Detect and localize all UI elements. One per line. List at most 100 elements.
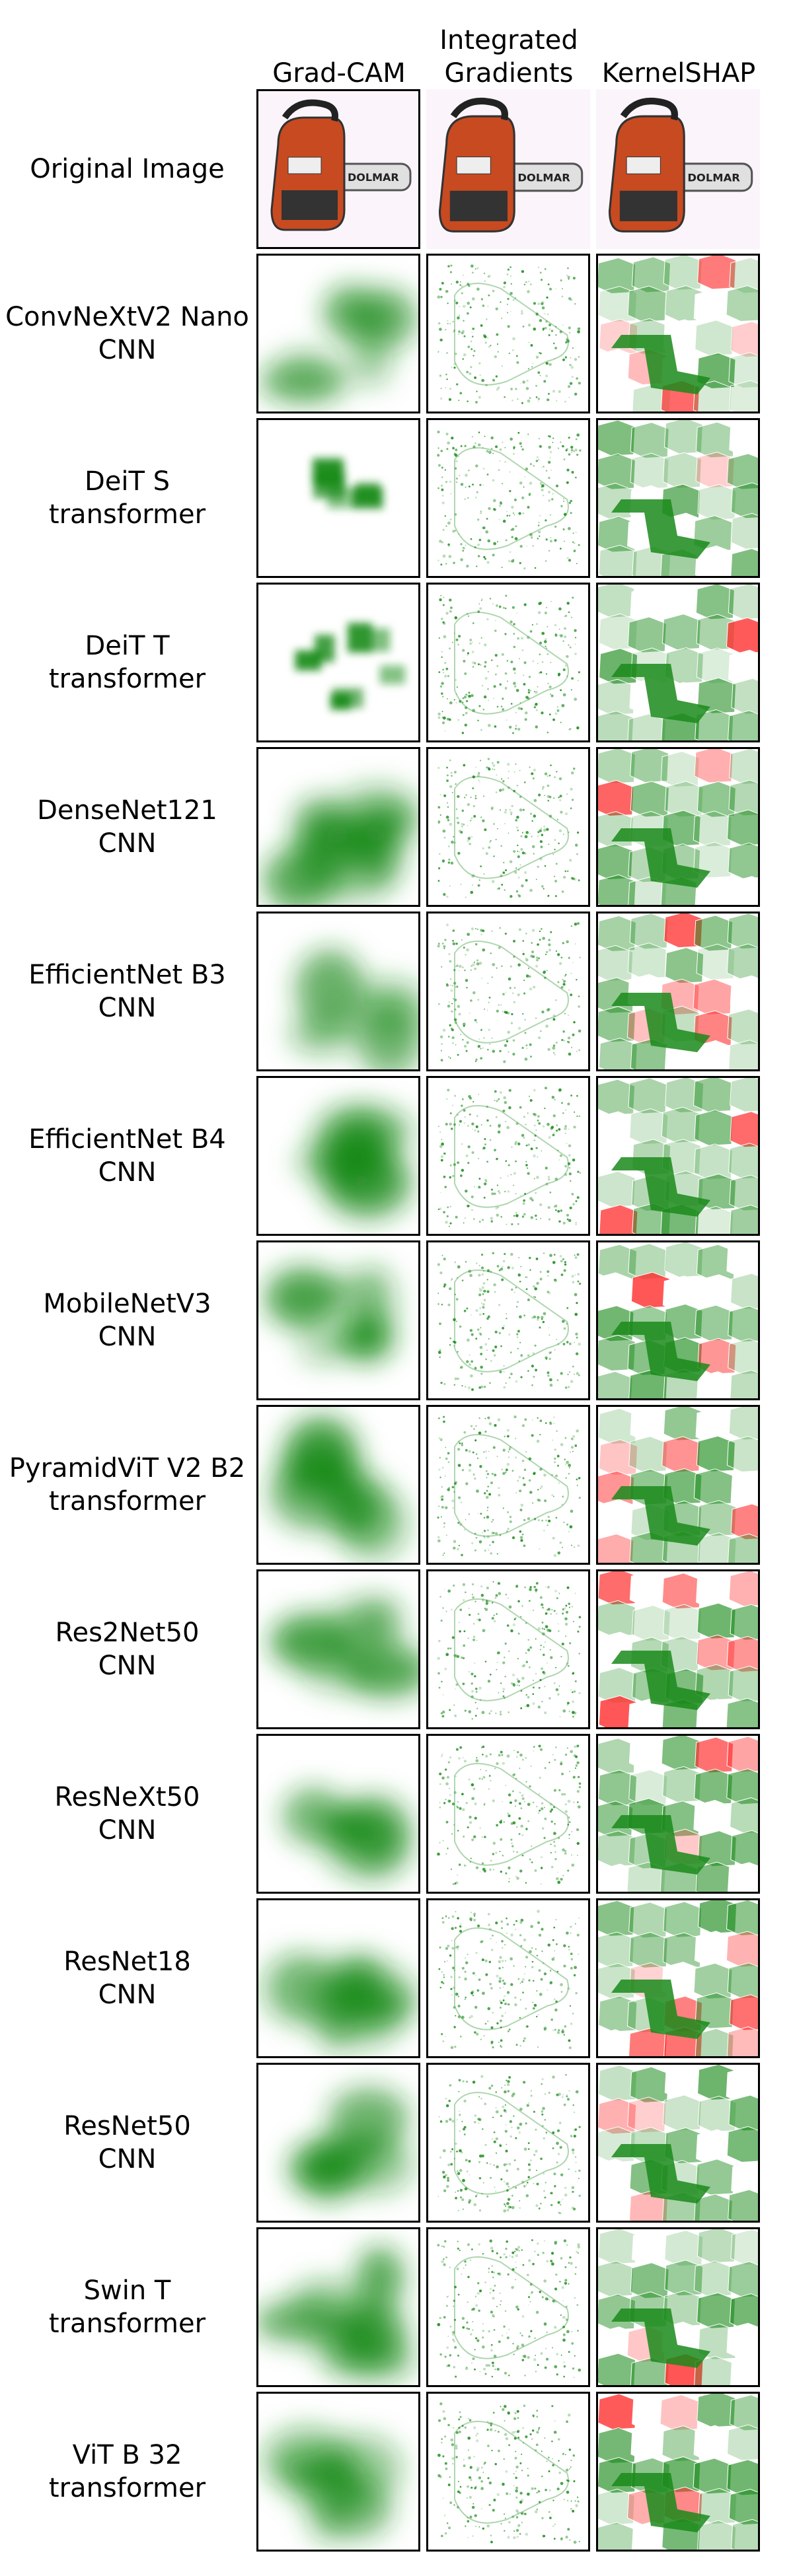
ig-dot bbox=[511, 2205, 515, 2209]
ig-dot bbox=[518, 894, 521, 898]
ig-dot bbox=[573, 2135, 576, 2138]
ig-dot bbox=[500, 1838, 503, 1841]
ig-dot bbox=[523, 683, 526, 686]
ig-dot bbox=[568, 453, 571, 456]
ig-dot bbox=[470, 2015, 473, 2018]
ig-dot bbox=[562, 1030, 565, 1033]
ig-dot bbox=[476, 2339, 480, 2342]
ig-dot bbox=[545, 1625, 548, 1629]
ig-dot bbox=[543, 466, 545, 468]
ig-dot bbox=[567, 1824, 570, 1826]
ig-dot bbox=[488, 846, 491, 849]
ig-dot bbox=[499, 1050, 502, 1053]
ig-dot bbox=[508, 1866, 511, 1870]
ig-dot bbox=[487, 1507, 489, 1509]
shap-segment bbox=[697, 1371, 736, 1398]
ig-dot bbox=[482, 447, 484, 448]
ig-dot bbox=[437, 1657, 440, 1661]
ig-dot bbox=[538, 702, 540, 704]
ig-dot bbox=[525, 957, 527, 959]
ig-dot bbox=[478, 1332, 481, 1335]
ig-dot bbox=[465, 1996, 467, 1999]
ig-dot bbox=[460, 483, 464, 486]
ig-dot bbox=[503, 2109, 506, 2112]
ig-dot bbox=[543, 1252, 545, 1254]
ig-dot bbox=[530, 283, 532, 285]
ig-dot bbox=[459, 2149, 462, 2153]
shap-segment bbox=[695, 421, 735, 458]
ig-dot bbox=[459, 1120, 463, 1123]
ig-dot bbox=[441, 476, 443, 478]
ig-dot bbox=[561, 1503, 563, 1505]
ig-dot bbox=[568, 1606, 570, 1608]
ig-dot bbox=[550, 2252, 554, 2255]
ig-dot bbox=[519, 795, 522, 799]
ig-dot bbox=[538, 2427, 541, 2429]
ig-dot bbox=[460, 543, 463, 546]
ig-dot bbox=[457, 985, 459, 988]
chainsaw-engine bbox=[619, 190, 677, 221]
ig-dot bbox=[558, 1159, 560, 1161]
ig-dot bbox=[566, 448, 568, 450]
ig-dot bbox=[470, 340, 472, 343]
ig-dot bbox=[455, 1298, 459, 1301]
ig-dot bbox=[471, 1195, 474, 1199]
ig-dot bbox=[549, 1810, 552, 1813]
ig-dot bbox=[488, 1775, 491, 1777]
ig-dot bbox=[449, 1164, 452, 1166]
ig-dot bbox=[483, 2462, 486, 2465]
ig-dot bbox=[457, 821, 460, 824]
ig-dot bbox=[468, 1094, 471, 1098]
ig-dot bbox=[463, 1044, 467, 1048]
ig-dot bbox=[525, 878, 528, 882]
ig-dot bbox=[485, 384, 488, 386]
ig-dot bbox=[437, 1516, 439, 1519]
ig-dot bbox=[553, 1554, 557, 1557]
ig-dot bbox=[531, 2429, 535, 2432]
ig-dot bbox=[529, 1588, 532, 1591]
ig-dot bbox=[490, 436, 494, 440]
attribution-panel bbox=[596, 1076, 760, 1236]
ig-dot bbox=[478, 603, 480, 605]
ig-dot bbox=[527, 1298, 530, 1301]
ig-dot bbox=[455, 1748, 459, 1751]
ig-dot bbox=[518, 928, 521, 931]
ig-dot bbox=[547, 2299, 549, 2301]
ig-dot bbox=[537, 1417, 539, 1419]
ig-dot bbox=[480, 2466, 483, 2469]
ig-dot bbox=[502, 1449, 506, 1452]
ig-dot bbox=[511, 1673, 515, 1676]
ig-dot bbox=[455, 2447, 458, 2450]
shap-segment bbox=[598, 1830, 636, 1867]
ig-dot bbox=[540, 1807, 544, 1810]
ig-dot bbox=[471, 1122, 474, 1126]
ig-dot bbox=[537, 524, 540, 526]
ig-dot bbox=[478, 1431, 482, 1435]
ig-dot bbox=[449, 610, 452, 613]
ig-dot bbox=[566, 468, 570, 472]
ig-dot bbox=[480, 1057, 483, 1060]
ig-dot bbox=[557, 1623, 559, 1625]
shap-segment bbox=[726, 2322, 758, 2359]
ig-dot bbox=[550, 1865, 554, 1869]
ig-dot bbox=[462, 2326, 465, 2329]
integrated-gradients-map bbox=[437, 2073, 582, 2215]
ig-dot bbox=[470, 969, 472, 971]
shap-segment bbox=[728, 1665, 758, 1702]
ig-dot bbox=[567, 267, 569, 269]
ig-dot bbox=[498, 1592, 502, 1595]
ig-dot bbox=[516, 1333, 519, 1336]
ig-dot bbox=[447, 1647, 450, 1650]
ig-dot bbox=[501, 2334, 504, 2337]
ig-dot bbox=[568, 989, 570, 991]
ig-dot bbox=[527, 2148, 530, 2150]
ig-dot bbox=[487, 758, 490, 760]
ig-dot bbox=[479, 1345, 483, 1349]
ig-dot bbox=[573, 768, 576, 770]
gradcam-blob bbox=[333, 784, 418, 839]
ig-dot bbox=[574, 1966, 577, 1970]
shap-highlight bbox=[611, 664, 710, 723]
ig-dot bbox=[443, 1802, 446, 1805]
ig-dot bbox=[480, 729, 482, 731]
ig-dot bbox=[474, 2121, 476, 2124]
